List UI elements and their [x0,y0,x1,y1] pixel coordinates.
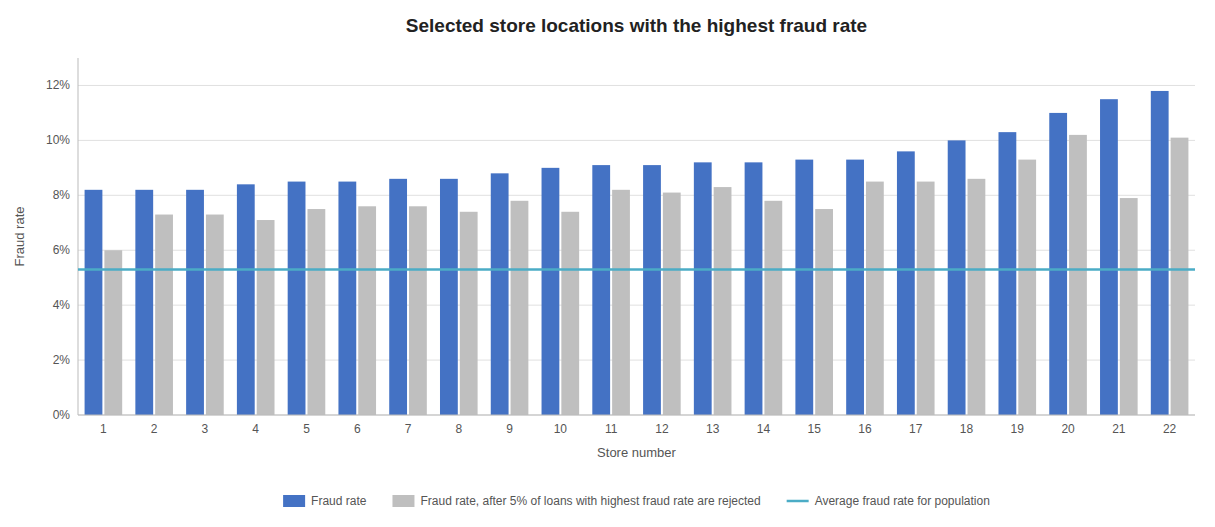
bar [866,182,884,415]
bar [186,190,204,415]
bar [968,179,986,415]
bar [511,201,529,415]
y-tick-label: 12% [46,78,70,92]
legend-label: Fraud rate [311,494,367,508]
legend-label: Fraud rate, after 5% of loans with highe… [420,494,760,508]
bar [257,220,275,415]
legend: Fraud rate Fraud rate, after 5% of loans … [283,494,990,508]
legend-swatch [392,495,414,507]
bar [307,209,325,415]
bar [338,182,356,415]
x-tick-label: 4 [252,422,259,436]
x-tick-label: 19 [1011,422,1025,436]
bar [1120,198,1138,415]
x-tick-label: 1 [100,422,107,436]
bar [358,206,376,415]
bar [643,165,661,415]
bar [815,209,833,415]
x-tick-label: 9 [506,422,513,436]
x-tick-label: 10 [554,422,568,436]
x-tick-label: 12 [655,422,669,436]
grid [78,85,1195,415]
bar [1069,135,1087,415]
bar [948,140,966,415]
y-tick-label: 8% [53,188,71,202]
bar [206,215,224,415]
legend-item: Fraud rate, after 5% of loans with highe… [392,494,760,508]
x-tick-label: 5 [303,422,310,436]
x-tick-label: 22 [1163,422,1177,436]
bar [1049,113,1067,415]
x-tick-label: 21 [1112,422,1126,436]
bar [694,162,712,415]
grid-line [78,140,1195,141]
y-tick-label: 2% [53,353,71,367]
grid-line [78,85,1195,86]
bar [409,206,427,415]
bar [612,190,630,415]
legend-label: Average fraud rate for population [815,494,990,508]
bar [592,165,610,415]
bar [998,132,1016,415]
y-tick-label: 10% [46,133,70,147]
bar [440,179,458,415]
x-tick-label: 7 [405,422,412,436]
bar [897,151,915,415]
bar [1100,99,1118,415]
bar [104,250,122,415]
bar [1171,138,1189,415]
bar [460,212,478,415]
x-tick-label: 2 [151,422,158,436]
x-tick-label: 18 [960,422,974,436]
average-line [78,268,1195,271]
x-tick-label: 16 [858,422,872,436]
x-tick-label: 15 [808,422,822,436]
bar [917,182,935,415]
bar [663,193,681,415]
legend-item: Fraud rate [283,494,367,508]
bar [155,215,173,415]
bar [288,182,306,415]
y-tick-label: 0% [53,408,71,422]
bar [1018,160,1036,415]
x-tick-label: 17 [909,422,923,436]
plot-area [78,91,1195,415]
y-tick-label: 6% [53,243,71,257]
y-tick-label: 4% [53,298,71,312]
legend-swatch [283,495,305,507]
bar [491,173,509,415]
bar [764,201,782,415]
x-tick-label: 6 [354,422,361,436]
y-axis-line [78,58,79,415]
x-tick-label: 8 [455,422,462,436]
x-tick-label: 11 [605,422,618,436]
bar [795,160,813,415]
legend-swatch [787,500,809,503]
y-axis-label: Fraud rate [12,207,27,267]
bar [745,162,763,415]
x-tick-label: 13 [706,422,720,436]
x-tick-label: 20 [1061,422,1075,436]
legend-item: Average fraud rate for population [787,494,990,508]
bar [561,212,579,415]
title: Selected store locations with the highes… [406,15,867,36]
x-axis-label: Store number [597,445,676,460]
x-axis-line [78,415,1195,416]
bar [1151,91,1169,415]
bar [135,190,153,415]
bar [846,160,864,415]
bar [237,184,255,415]
bar [389,179,407,415]
grid-line [78,415,1195,416]
bar [85,190,103,415]
x-tick-label: 3 [202,422,209,436]
x-tick-label: 14 [757,422,771,436]
chart: Selected store locations with the highes… [0,0,1215,527]
bar [714,187,732,415]
bar [542,168,560,415]
